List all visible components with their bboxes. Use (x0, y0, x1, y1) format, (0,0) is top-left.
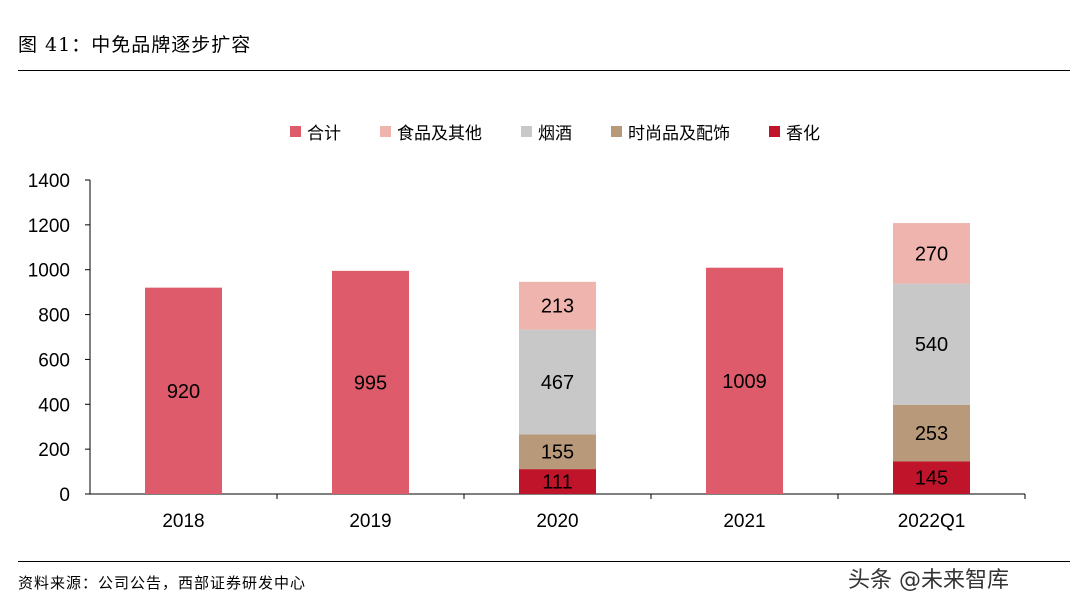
legend-swatch (380, 126, 391, 137)
y-tick-label: 200 (38, 440, 70, 461)
legend-item: 烟酒 (521, 119, 572, 144)
x-tick-label: 2019 (349, 511, 391, 532)
data-label: 540 (915, 334, 948, 356)
top-rule (18, 70, 1070, 71)
legend-item: 食品及其他 (380, 119, 482, 144)
bottom-rule (18, 561, 1070, 562)
y-tick-label: 600 (38, 350, 70, 371)
legend-swatch (290, 126, 301, 137)
x-tick-label: 2020 (536, 511, 578, 532)
bar-segment (519, 281, 596, 330)
figure-title: 图 41：中免品牌逐步扩容 (18, 34, 252, 56)
y-tick-label: 1400 (28, 171, 70, 192)
bar-segment (893, 404, 970, 462)
y-tick-label: 1000 (28, 261, 70, 282)
bar-segment (519, 434, 596, 470)
bar-total (332, 270, 409, 494)
bar-total (706, 267, 783, 494)
legend-label: 时尚品及配饰 (628, 124, 730, 144)
legend-label: 烟酒 (538, 124, 572, 144)
data-label: 213 (541, 296, 574, 318)
bar-chart: 0 200 400 600 800 1000 1200 1400 2018 920 2019 995 2… (28, 171, 1026, 532)
data-label: 920 (167, 381, 200, 403)
data-label: 145 (915, 468, 948, 490)
legend-swatch (521, 126, 532, 137)
y-tick-label: 800 (38, 306, 70, 327)
data-label: 270 (915, 243, 948, 265)
data-label: 995 (354, 372, 387, 394)
legend-label: 合计 (307, 124, 341, 144)
bar-total (145, 287, 222, 494)
bar-segment (519, 329, 596, 435)
bar-segment (893, 223, 970, 284)
bar-segment (893, 461, 970, 494)
legend-label: 食品及其他 (397, 124, 482, 144)
watermark: 头条 @未来智库 (848, 568, 1009, 593)
x-tick-label: 2022Q1 (898, 511, 966, 532)
legend-swatch (611, 126, 622, 137)
legend-label: 香化 (786, 124, 820, 144)
data-label: 111 (542, 472, 572, 494)
y-tick-label: 1200 (28, 216, 70, 237)
data-label: 467 (541, 372, 574, 394)
bar-segment (893, 283, 970, 405)
bar-segment (519, 469, 596, 494)
data-label: 253 (915, 423, 948, 445)
data-label: 155 (541, 442, 574, 464)
legend-item: 合计 (290, 119, 341, 144)
source-note: 资料来源：公司公告，西部证券研发中心 (18, 574, 307, 592)
legend-item: 时尚品及配饰 (611, 119, 730, 144)
legend-swatch (769, 126, 780, 137)
data-label: 1009 (722, 371, 767, 393)
y-tick-label: 400 (38, 395, 70, 416)
y-tick-label: 0 (59, 485, 70, 506)
x-tick-label: 2018 (162, 511, 204, 532)
x-tick-label: 2021 (723, 511, 765, 532)
legend: 合计 食品及其他 烟酒 时尚品及配饰 香化 (290, 119, 859, 144)
legend-item: 香化 (769, 119, 820, 144)
